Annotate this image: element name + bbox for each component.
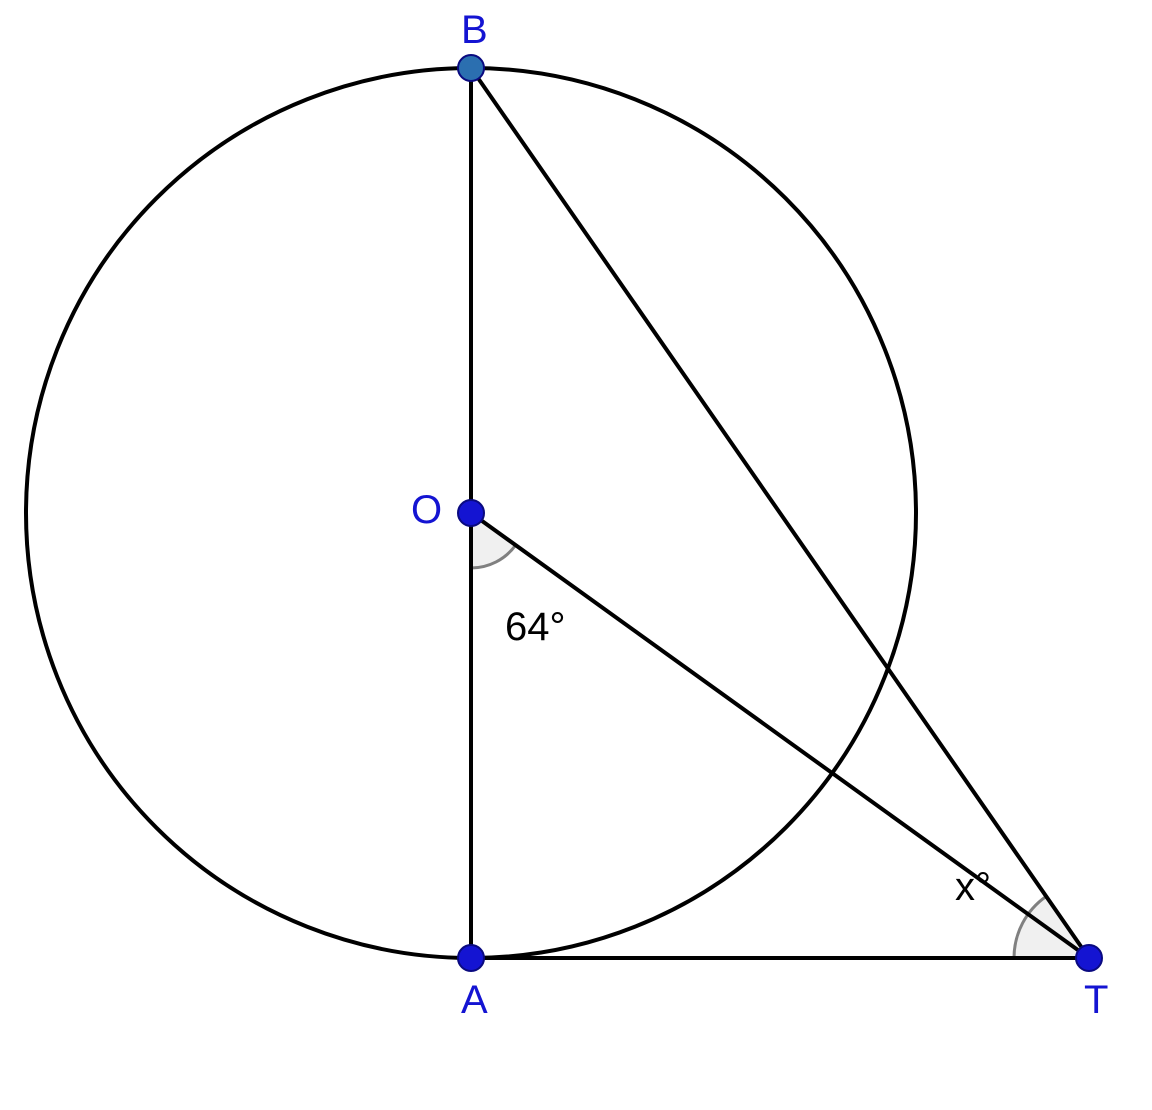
geometry-diagram: O B A T 64° x°	[0, 0, 1152, 1110]
label-point-A: A	[461, 978, 488, 1022]
labels: O B A T 64° x°	[411, 8, 1108, 1022]
segment-T-B	[471, 68, 1089, 958]
label-point-B: B	[461, 8, 488, 52]
segment-O-T	[471, 513, 1089, 958]
label-point-O: O	[411, 488, 442, 532]
point-A	[458, 945, 484, 971]
point-O	[458, 500, 484, 526]
point-T	[1076, 945, 1102, 971]
segment-lines	[471, 68, 1089, 958]
point-B	[458, 55, 484, 81]
label-point-T: T	[1084, 978, 1108, 1022]
label-angle-t: x°	[955, 865, 991, 909]
label-angle-o: 64°	[505, 605, 566, 649]
